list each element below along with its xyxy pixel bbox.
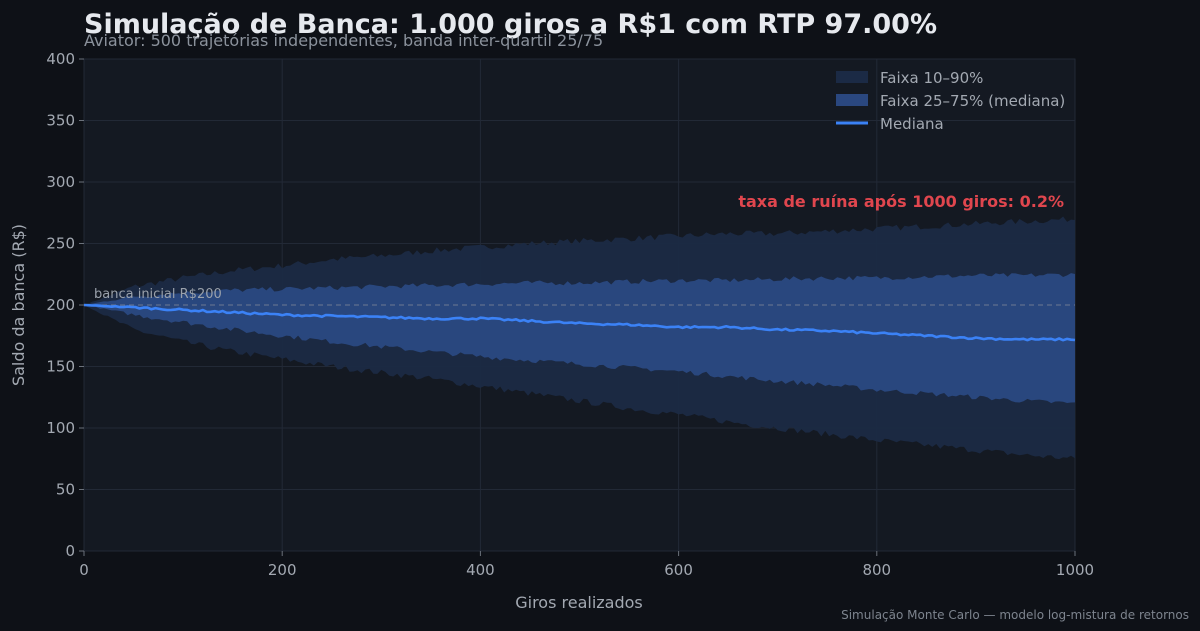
y-tick-label: 400 — [46, 50, 75, 68]
y-tick-label: 0 — [65, 542, 75, 560]
legend-swatch — [836, 94, 868, 106]
x-tick-label: 200 — [268, 561, 297, 579]
legend: Faixa 10–90% Faixa 25–75% (mediana) Median… — [836, 69, 1065, 133]
x-tick-label: 600 — [664, 561, 693, 579]
bands — [84, 216, 1075, 460]
y-tick-label: 50 — [56, 481, 75, 499]
y-tick-label: 350 — [46, 112, 75, 130]
y-tick-label: 100 — [46, 419, 75, 437]
y-tick-label: 250 — [46, 235, 75, 253]
series-lines — [83, 303, 1076, 342]
x-axis-label: Giros realizados — [515, 593, 643, 612]
y-axis-label: Saldo da banca (R$) — [9, 224, 28, 386]
legend-label: Faixa 10–90% — [880, 69, 983, 87]
y-tick-label: 300 — [46, 173, 75, 191]
footer-note: Simulação Monte Carlo — modelo log-mistu… — [841, 608, 1189, 622]
legend-swatch — [836, 71, 868, 83]
x-axis-ticks: 0 200 400 600 800 1000 — [79, 551, 1094, 579]
legend-label: Faixa 25–75% (mediana) — [880, 92, 1065, 110]
x-tick-label: 800 — [862, 561, 891, 579]
reference-line-label: banca inicial R$200 — [94, 287, 222, 302]
chart-title: Simulação de Banca: 1.000 giros a R$1 co… — [84, 9, 937, 40]
band-25-75 — [84, 273, 1075, 404]
y-tick-label: 200 — [46, 296, 75, 314]
x-tick-label: 400 — [466, 561, 495, 579]
chart-subtitle: Aviator: 500 trajetórias independentes, … — [84, 31, 603, 50]
median-line — [83, 303, 1076, 342]
x-tick-label: 1000 — [1056, 561, 1094, 579]
y-axis-ticks: 0 50 100 150 200 250 300 350 400 — [46, 50, 84, 560]
y-tick-label: 150 — [46, 358, 75, 376]
ruin-rate-annotation: taxa de ruína após 1000 giros: 0.2% — [738, 192, 1064, 211]
x-tick-label: 0 — [79, 561, 89, 579]
legend-label: Mediana — [880, 115, 944, 133]
